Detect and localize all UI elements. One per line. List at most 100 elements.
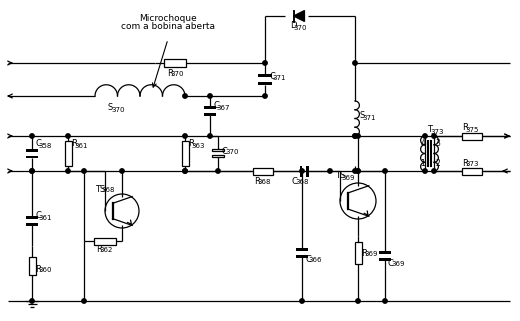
Text: 361: 361 — [74, 143, 88, 149]
Text: 2: 2 — [436, 160, 440, 169]
Text: R: R — [462, 124, 468, 133]
Bar — [462, 168, 482, 175]
Circle shape — [30, 299, 34, 303]
Text: S: S — [108, 103, 113, 112]
Bar — [212, 155, 224, 157]
Bar — [29, 257, 35, 275]
Text: R: R — [462, 159, 468, 168]
Text: 369: 369 — [342, 175, 355, 180]
Text: C: C — [35, 212, 41, 221]
Circle shape — [353, 169, 357, 173]
Circle shape — [423, 169, 427, 173]
Bar — [258, 82, 272, 85]
Text: C: C — [292, 177, 298, 186]
Bar — [94, 238, 116, 245]
Text: R: R — [167, 68, 173, 77]
Circle shape — [30, 169, 34, 173]
Text: 369: 369 — [391, 262, 405, 267]
Circle shape — [300, 169, 304, 173]
Bar — [306, 166, 308, 177]
Text: 371: 371 — [272, 75, 285, 81]
Circle shape — [216, 169, 220, 173]
Circle shape — [356, 169, 360, 173]
Text: 363: 363 — [191, 143, 205, 149]
Text: 370: 370 — [170, 72, 184, 77]
Text: 1: 1 — [421, 160, 425, 169]
Text: 370: 370 — [293, 24, 307, 30]
Bar — [26, 223, 38, 226]
Bar — [355, 242, 361, 264]
Polygon shape — [293, 11, 305, 22]
Circle shape — [120, 169, 124, 173]
Bar — [26, 149, 38, 152]
Text: TS: TS — [95, 185, 105, 194]
Text: 362: 362 — [99, 247, 112, 254]
Text: R: R — [361, 248, 367, 257]
Text: C: C — [213, 101, 219, 110]
Circle shape — [30, 134, 34, 138]
Text: 373: 373 — [465, 161, 479, 168]
Circle shape — [208, 134, 212, 138]
Text: R: R — [188, 140, 194, 149]
Bar — [379, 258, 391, 261]
Text: S: S — [359, 111, 364, 120]
Text: 361: 361 — [38, 214, 51, 221]
Text: R: R — [71, 140, 77, 149]
Circle shape — [356, 299, 360, 303]
Text: 368: 368 — [257, 179, 271, 186]
Circle shape — [183, 134, 187, 138]
Circle shape — [353, 134, 357, 138]
Circle shape — [263, 61, 267, 65]
Bar — [26, 155, 38, 158]
Text: Microchoque: Microchoque — [139, 14, 197, 23]
Circle shape — [300, 299, 304, 303]
Circle shape — [328, 169, 332, 173]
Text: 358: 358 — [38, 143, 51, 149]
Text: 360: 360 — [38, 267, 51, 273]
Circle shape — [356, 134, 360, 138]
Circle shape — [82, 169, 86, 173]
Text: TS: TS — [335, 171, 345, 180]
Circle shape — [66, 134, 70, 138]
Circle shape — [82, 299, 86, 303]
Bar — [204, 113, 216, 116]
Text: 375: 375 — [465, 126, 478, 133]
Text: 370: 370 — [111, 107, 125, 112]
Circle shape — [383, 169, 387, 173]
Circle shape — [356, 169, 360, 173]
Text: T: T — [427, 126, 432, 134]
Circle shape — [423, 134, 427, 138]
Text: 4: 4 — [421, 138, 425, 148]
Circle shape — [263, 94, 267, 98]
Text: D: D — [290, 22, 296, 30]
Bar — [379, 251, 391, 254]
Text: C: C — [269, 72, 275, 81]
Bar — [253, 168, 273, 175]
Circle shape — [30, 169, 34, 173]
Circle shape — [353, 134, 357, 138]
Circle shape — [183, 169, 187, 173]
Bar — [204, 106, 216, 109]
Circle shape — [353, 61, 357, 65]
Text: 368: 368 — [101, 187, 115, 194]
Text: 366: 366 — [308, 257, 322, 264]
Bar — [212, 149, 224, 151]
Bar — [26, 216, 38, 219]
Bar — [258, 74, 272, 77]
Circle shape — [66, 169, 70, 173]
Bar — [64, 141, 72, 166]
Circle shape — [208, 94, 212, 98]
Text: C: C — [35, 140, 41, 149]
Bar — [181, 141, 189, 166]
Text: C: C — [305, 255, 311, 264]
Text: R: R — [96, 245, 102, 254]
Bar — [296, 255, 308, 258]
Text: R: R — [35, 265, 41, 273]
Text: C: C — [222, 146, 228, 155]
Text: R: R — [254, 177, 260, 186]
Text: 3: 3 — [436, 138, 440, 148]
Bar — [300, 166, 302, 177]
Text: 367: 367 — [216, 105, 230, 110]
Circle shape — [183, 169, 187, 173]
Text: 370: 370 — [225, 150, 239, 155]
